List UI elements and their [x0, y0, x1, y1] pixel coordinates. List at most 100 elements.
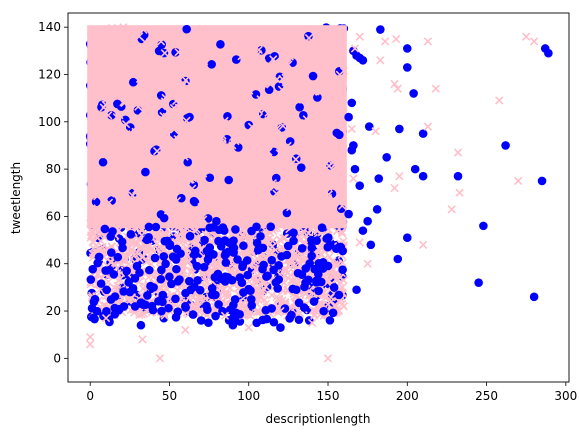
dense-point-pink [110, 283, 119, 292]
dense-point-pink [135, 212, 145, 221]
dense-point-blue [235, 317, 245, 326]
dense-point-pink [156, 37, 166, 46]
dense-point-pink [338, 106, 347, 115]
dense-point-pink [115, 148, 124, 158]
dense-point-blue [119, 302, 129, 311]
dense-point-pink [292, 75, 301, 84]
dense-point-pink [98, 124, 108, 134]
dense-point-pink [153, 126, 163, 136]
dense-point-pink [143, 194, 153, 203]
dense-point-pink [336, 78, 346, 87]
dense-point-blue [177, 193, 186, 203]
dense-point-pink [324, 182, 333, 191]
dense-point-blue [148, 305, 158, 315]
data-point-circle [402, 233, 412, 243]
dense-point-blue [258, 264, 267, 274]
x-tick-label: 250 [475, 389, 498, 403]
dense-point-pink [139, 25, 148, 34]
dense-point-blue [334, 290, 344, 300]
data-point-circle [347, 98, 357, 108]
dense-point-pink [281, 73, 290, 82]
dense-point-blue [168, 252, 178, 261]
dense-point-pink [119, 98, 128, 107]
dense-point-pink [133, 60, 142, 69]
dense-point-pink [195, 208, 204, 217]
dense-point-blue [157, 265, 166, 275]
dense-point-pink [90, 27, 100, 36]
dense-point-pink [152, 147, 162, 156]
dense-point-blue [87, 303, 97, 313]
dense-point-blue [109, 270, 119, 279]
data-point-circle [350, 164, 360, 174]
dense-point-blue [164, 303, 173, 313]
y-axis-label: tweetlength [9, 162, 23, 234]
dense-point-pink [236, 194, 245, 203]
dense-point-pink [324, 190, 333, 199]
dense-point-pink [197, 213, 207, 223]
dense-point-blue [297, 244, 307, 253]
dense-point-pink [128, 191, 137, 200]
dense-point-pink [326, 293, 336, 302]
data-point-x [495, 96, 504, 105]
dense-point-pink [228, 141, 237, 150]
dense-point-pink [150, 164, 159, 173]
dense-point-pink [118, 80, 127, 89]
dense-point-pink [145, 200, 154, 209]
dense-point-pink [298, 58, 307, 67]
dense-point-pink [295, 89, 304, 98]
dense-point-pink [276, 221, 286, 230]
data-point-circle [149, 283, 158, 292]
dense-point-blue [141, 167, 150, 177]
dense-point-pink [143, 100, 153, 110]
dense-point-pink [179, 79, 189, 89]
dense-point-blue [310, 264, 319, 274]
data-point-circle [358, 226, 368, 235]
dense-point-pink [87, 188, 96, 197]
dense-point-pink [198, 24, 207, 34]
dense-point-pink [184, 256, 193, 266]
data-point-x [453, 148, 463, 157]
dense-point-pink [291, 210, 300, 219]
dense-point-pink [278, 108, 287, 117]
dense-point-pink [137, 226, 147, 235]
dense-point-pink [253, 50, 263, 59]
dense-point-pink [315, 122, 325, 131]
dense-point-blue [325, 316, 335, 325]
dense-point-blue [282, 250, 292, 260]
dense-point-pink [108, 145, 117, 154]
dense-point-pink [105, 172, 115, 181]
dense-point-blue [237, 278, 247, 287]
dense-point-blue [313, 93, 322, 102]
dense-point-blue [314, 286, 323, 296]
dense-point-blue [309, 297, 319, 306]
dense-point-blue [183, 157, 193, 167]
data-point-x [418, 240, 428, 249]
dense-point-pink [194, 159, 204, 168]
dense-point-pink [264, 147, 273, 156]
dense-point-pink [87, 138, 97, 147]
dense-point-pink [261, 178, 270, 188]
dense-point-blue [267, 304, 276, 313]
data-point-circle [529, 292, 539, 302]
dense-point-blue [312, 236, 321, 245]
x-tick-label: 150 [317, 389, 340, 403]
dense-point-pink [269, 55, 278, 64]
dense-point-pink [305, 59, 314, 68]
dense-point-pink [295, 64, 304, 74]
dense-point-blue [297, 270, 307, 279]
dense-point-pink [165, 64, 175, 73]
dense-point-blue [233, 255, 242, 264]
dense-point-pink [122, 65, 131, 74]
dense-point-pink [215, 105, 224, 114]
x-tick-label: 0 [86, 389, 94, 403]
dense-point-pink [264, 108, 273, 117]
data-point-x [380, 37, 390, 46]
dense-point-blue [143, 291, 152, 300]
dense-point-pink [327, 48, 337, 57]
dense-point-pink [96, 208, 105, 217]
dense-point-blue [142, 235, 152, 245]
dense-point-pink [289, 34, 298, 43]
dense-point-pink [317, 122, 327, 131]
dense-point-pink [189, 70, 199, 79]
dense-point-pink [237, 52, 246, 61]
